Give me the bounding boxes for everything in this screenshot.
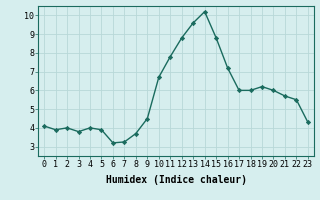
X-axis label: Humidex (Indice chaleur): Humidex (Indice chaleur) [106,175,246,185]
